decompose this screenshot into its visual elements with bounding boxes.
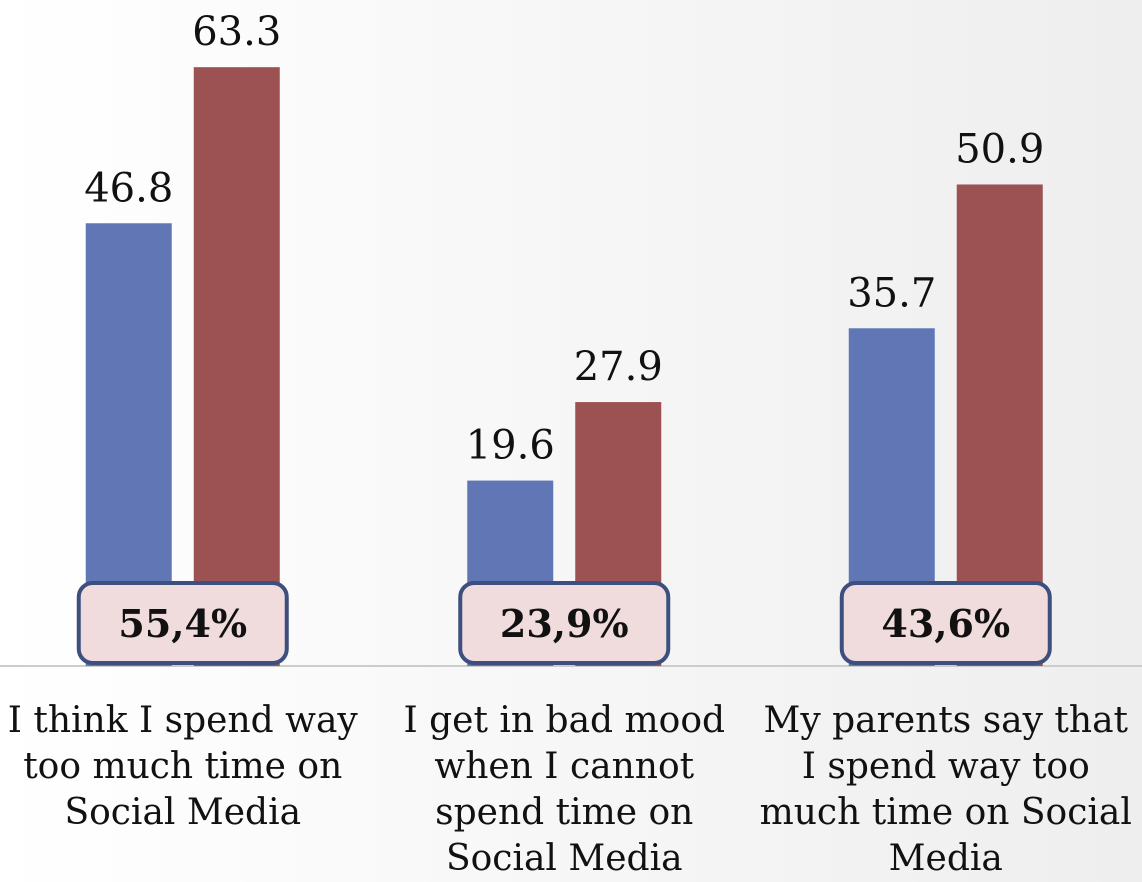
- annotation-box: [839, 581, 1052, 665]
- value-label: 19.6: [466, 423, 555, 469]
- value-label: 63.3: [192, 9, 281, 55]
- annotation-box: [458, 581, 671, 665]
- annotation-box: [76, 581, 289, 665]
- x-tick-label: I think I spend way too much time on Soc…: [7, 700, 358, 833]
- value-label: 46.8: [84, 165, 173, 211]
- annotation: 55,4%: [118, 601, 247, 646]
- x-tick-label: I get in bad mood when I cannot spend ti…: [403, 700, 726, 879]
- annotation: 23,9%: [500, 601, 629, 646]
- value-label: 35.7: [847, 270, 936, 316]
- bar: [193, 67, 280, 666]
- chart: 46.8 63.3 55,4% 19.6 27.9 23,9% 35.7 50.9 43,6%: [0, 9, 1142, 667]
- value-label: 27.9: [574, 344, 663, 390]
- x-tick-label: My parents say that I spend way too much…: [759, 700, 1132, 879]
- annotation: 43,6%: [881, 601, 1010, 646]
- value-label: 50.9: [955, 126, 1044, 172]
